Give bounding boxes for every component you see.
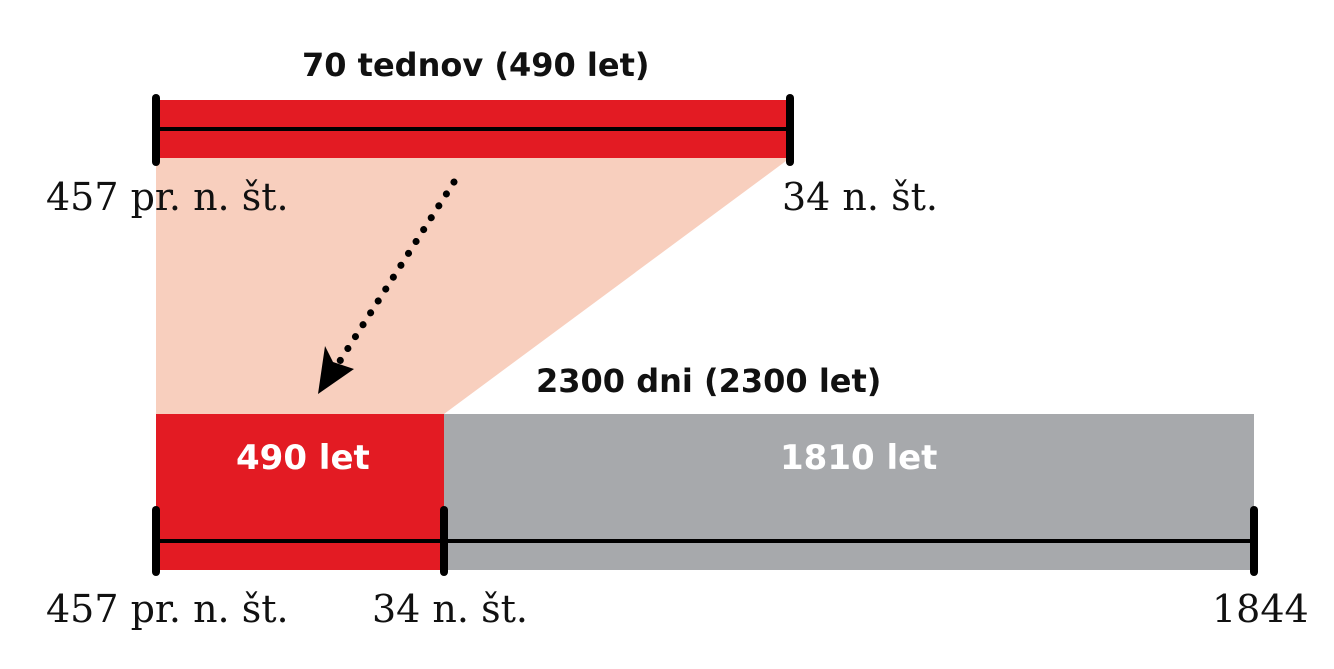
bottom-tick-label-middle: 34 n. št. bbox=[372, 587, 528, 631]
arrow-head-icon bbox=[318, 346, 354, 394]
projection-shape bbox=[156, 158, 790, 414]
bottom-tick-label-end: 1844 bbox=[1212, 587, 1309, 631]
segment-1810-bar bbox=[444, 414, 1254, 570]
bottom-period-title: 2300 dni (2300 let) bbox=[536, 362, 882, 400]
dotted-arrow-shaft bbox=[334, 178, 458, 368]
top-period-end-label: 34 n. št. bbox=[782, 175, 938, 219]
top-period-start-label: 457 pr. n. št. bbox=[46, 175, 289, 219]
top-period-title: 70 tednov (490 let) bbox=[302, 46, 650, 84]
bottom-tick-label-start: 457 pr. n. št. bbox=[46, 587, 289, 631]
segment-1810-label: 1810 let bbox=[780, 438, 938, 478]
segment-490-label: 490 let bbox=[236, 438, 370, 478]
segment-490-bar bbox=[156, 414, 444, 570]
